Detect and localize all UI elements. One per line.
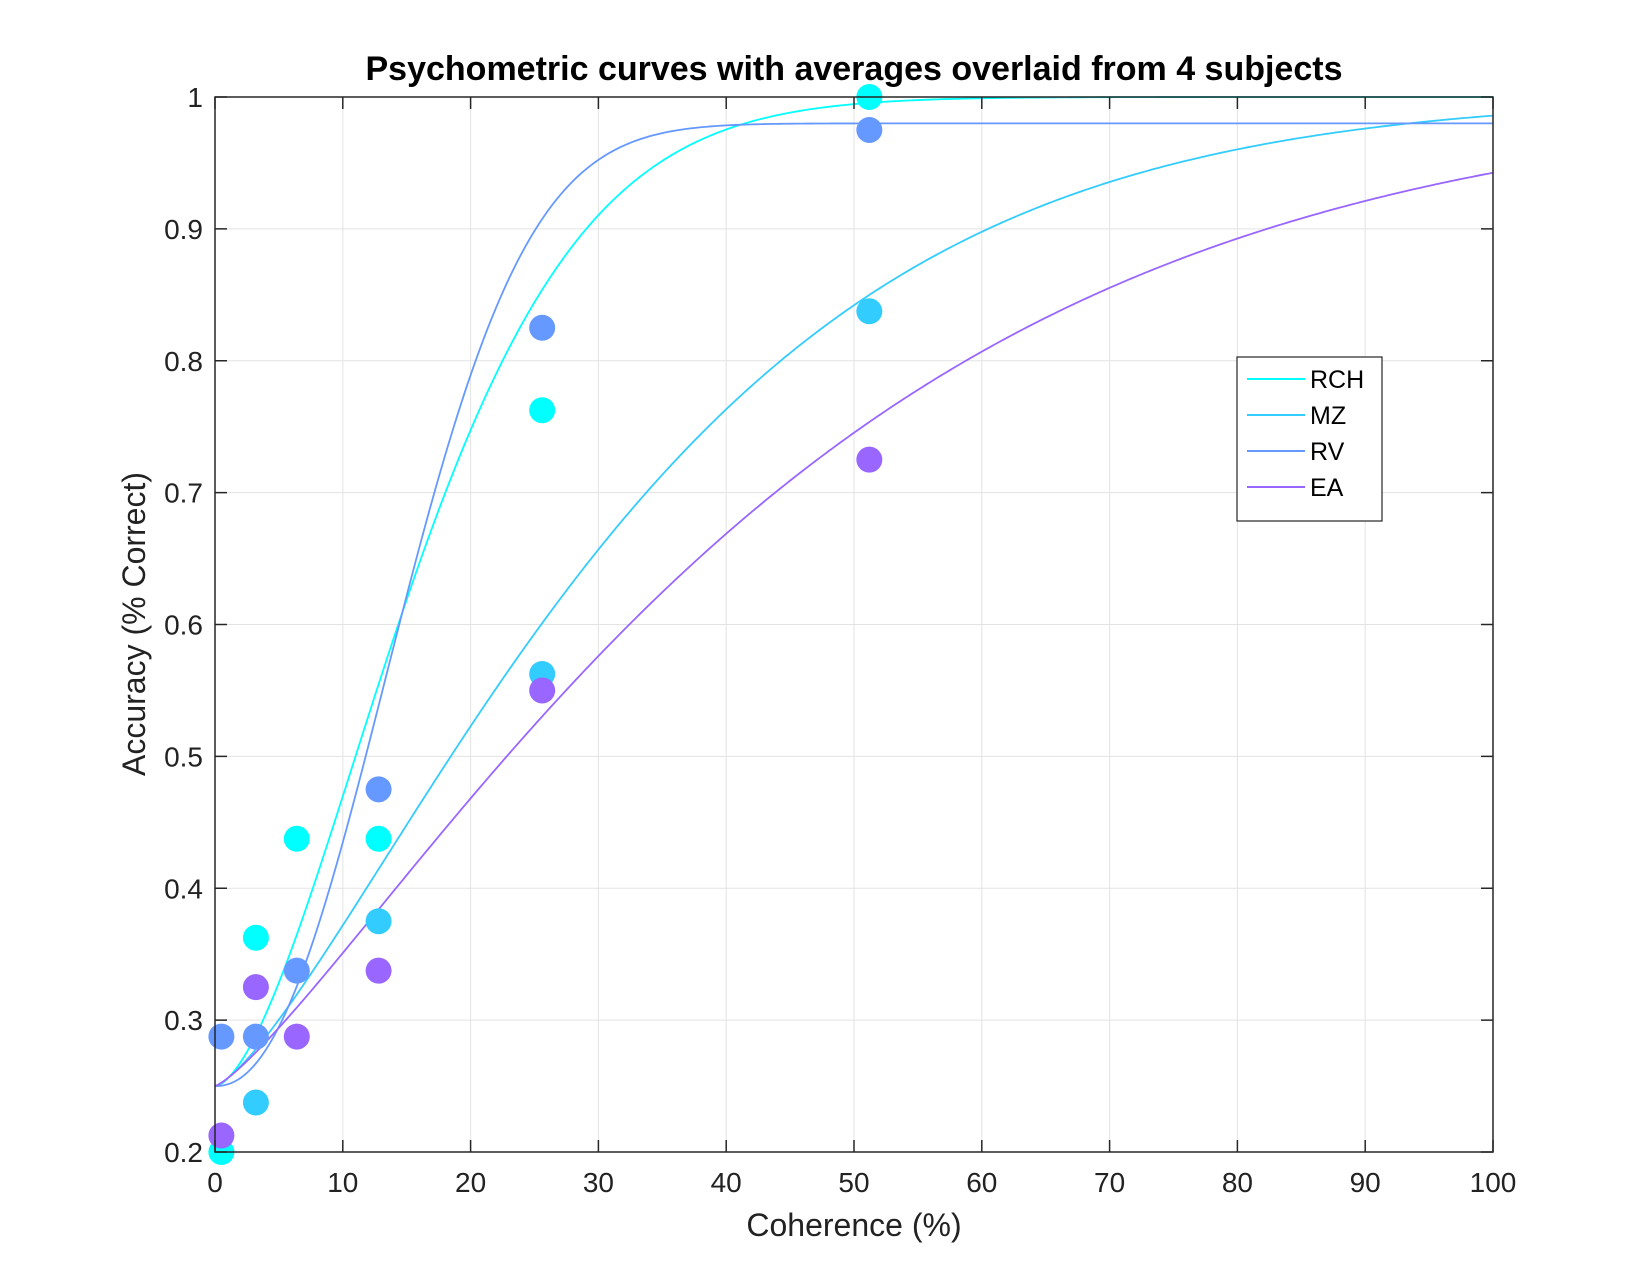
y-tick-label: 0.8	[164, 346, 203, 377]
y-tick-label: 0.3	[164, 1005, 203, 1036]
fit-curve-rv	[214, 122, 1493, 1087]
fit-curve-ea	[214, 171, 1494, 1087]
fit-curve-mz	[214, 114, 1494, 1087]
legend: RCH MZ RV EA	[1236, 356, 1383, 522]
data-point-rv	[242, 1023, 269, 1050]
data-point-rv	[529, 314, 556, 341]
x-tick-label: 90	[1350, 1167, 1381, 1198]
data-point-ea	[856, 446, 883, 473]
x-tick-label: 0	[207, 1167, 223, 1198]
legend-label: RV	[1310, 438, 1345, 466]
legend-label: RCH	[1310, 366, 1364, 394]
y-tick-label: 0.7	[164, 478, 203, 509]
y-tick-label: 0.2	[164, 1137, 203, 1168]
data-point-rv	[856, 116, 883, 143]
data-point-rch	[529, 397, 556, 424]
data-point-rch	[365, 825, 392, 852]
y-tick-label: 0.5	[164, 741, 203, 772]
chart-title: Psychometric curves with averages overla…	[366, 50, 1343, 88]
data-point-ea	[529, 677, 556, 704]
x-tick-label: 100	[1470, 1167, 1517, 1198]
data-point-ea	[208, 1122, 235, 1149]
data-point-rch	[283, 825, 310, 852]
x-tick-label: 20	[455, 1167, 486, 1198]
data-point-rv	[208, 1023, 235, 1050]
legend-box	[1236, 356, 1383, 522]
y-tick-label: 0.6	[164, 610, 203, 641]
legend-label: MZ	[1310, 402, 1346, 430]
data-point-ea	[283, 1023, 310, 1050]
x-tick-label: 10	[327, 1167, 358, 1198]
y-axis-title: Accuracy (% Correct)	[116, 472, 152, 776]
data-points	[208, 84, 883, 1165]
legend-label: EA	[1310, 474, 1344, 502]
data-point-mz	[242, 1089, 269, 1116]
x-tick-label: 70	[1094, 1167, 1125, 1198]
x-tick-label: 40	[711, 1167, 742, 1198]
data-point-ea	[365, 957, 392, 984]
data-point-rv	[365, 776, 392, 803]
x-tick-label: 30	[583, 1167, 614, 1198]
grid-lines	[215, 97, 1493, 1152]
y-tick-label: 0.4	[164, 873, 203, 904]
x-tick-label: 50	[838, 1167, 869, 1198]
data-point-rch	[242, 924, 269, 951]
data-point-rv	[283, 957, 310, 984]
data-point-mz	[365, 908, 392, 935]
axis-ticks: 0 10 20 30 40 50 60 70 80 90 100 0.2 0.3 0.4 0.5 0.6 0.7…	[164, 82, 1516, 1198]
data-point-ea	[242, 974, 269, 1001]
y-tick-label: 1	[187, 82, 203, 113]
x-axis-title: Coherence (%)	[746, 1207, 961, 1243]
x-tick-label: 80	[1222, 1167, 1253, 1198]
data-point-mz	[856, 298, 883, 325]
x-tick-label: 60	[966, 1167, 997, 1198]
y-tick-label: 0.9	[164, 214, 203, 245]
